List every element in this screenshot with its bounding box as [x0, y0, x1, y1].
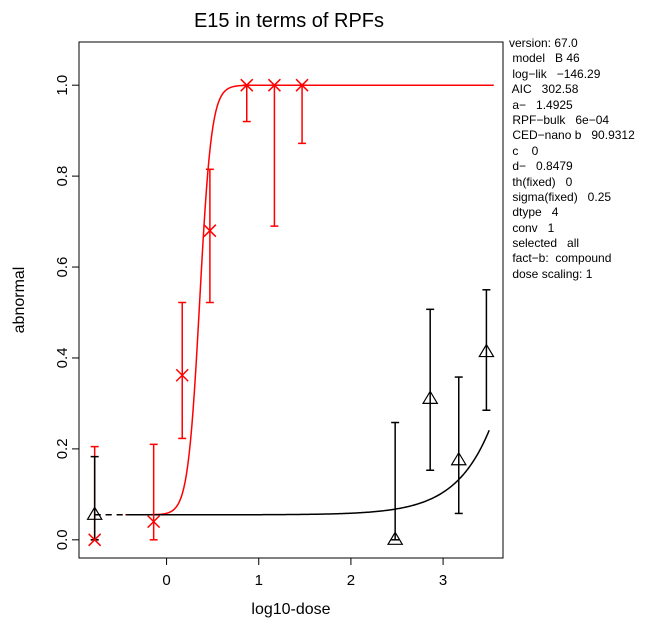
info-line: RPF−bulk 6e−04 — [509, 112, 610, 127]
x-tick-label: 3 — [439, 572, 447, 589]
x-tick-label: 1 — [255, 572, 263, 589]
y-tick-label: 1.0 — [54, 75, 71, 96]
y-axis: 0.0 0.2 0.4 0.6 0.8 1.0 — [54, 75, 79, 550]
y-tick-label: 0.2 — [54, 438, 71, 459]
x-marker-stroke — [203, 224, 217, 238]
data-point-x — [203, 224, 217, 238]
data-point-x — [267, 78, 281, 92]
y-tick-label: 0.0 — [54, 529, 71, 550]
data-point-triangle — [86, 506, 103, 520]
data-point-x — [175, 368, 189, 382]
y-tick-label: 0.4 — [54, 348, 71, 369]
y-tick-label: 0.6 — [54, 257, 71, 278]
info-line: log−lik −146.29 — [509, 66, 601, 81]
data-point-triangle — [478, 343, 495, 358]
y-tick-label: 0.8 — [54, 166, 71, 187]
info-line: AIC 302.58 — [509, 82, 579, 97]
info-line: CED−nano b 90.9312 — [509, 128, 635, 143]
x-tick-label: 0 — [162, 572, 170, 589]
info-line: sigma(fixed) 0.25 — [509, 189, 612, 204]
data-markers — [86, 78, 495, 547]
data-point-x — [88, 533, 102, 547]
info-line: dose scaling: 1 — [509, 266, 593, 281]
model-info-panel: version: 67.0 model B 46 log−lik −146.29… — [509, 36, 649, 282]
fitted-curves — [94, 84, 494, 516]
info-line: th(fixed) 0 — [509, 174, 573, 189]
x-marker-stroke — [88, 533, 102, 547]
info-line: selected all — [509, 236, 580, 251]
fitted-curve — [126, 429, 490, 516]
x-marker-stroke — [240, 78, 254, 92]
info-line: conv 1 — [509, 220, 555, 235]
x-marker-stroke — [295, 78, 309, 92]
x-axis-label: log10-dose — [251, 601, 330, 618]
plot-frame — [78, 41, 504, 559]
x-marker-stroke — [147, 515, 161, 529]
info-line: version: 67.0 — [509, 36, 578, 50]
data-point-triangle — [422, 390, 439, 404]
chart-title: E15 in terms of RPFs — [194, 10, 384, 32]
x-axis: 0 1 2 3 — [162, 558, 447, 589]
x-marker-stroke — [267, 78, 281, 92]
fitted-curve — [125, 84, 494, 516]
data-point-x — [240, 78, 254, 92]
x-tick-label: 2 — [347, 572, 355, 589]
data-point-triangle — [386, 531, 404, 545]
info-line: model B 46 — [509, 51, 580, 66]
info-line: dtype 4 — [509, 205, 559, 220]
info-line: a− 1.4925 — [509, 97, 573, 112]
data-point-x — [295, 78, 309, 92]
y-axis-label: abnormal — [11, 267, 28, 334]
info-line: c 0 — [509, 143, 539, 158]
error-bars — [90, 84, 491, 541]
x-marker-stroke — [175, 368, 189, 382]
data-point-x — [147, 515, 161, 529]
info-line: d− 0.8479 — [509, 159, 573, 174]
data-point-triangle — [450, 451, 467, 466]
info-line: fact−b: compound — [509, 251, 612, 266]
